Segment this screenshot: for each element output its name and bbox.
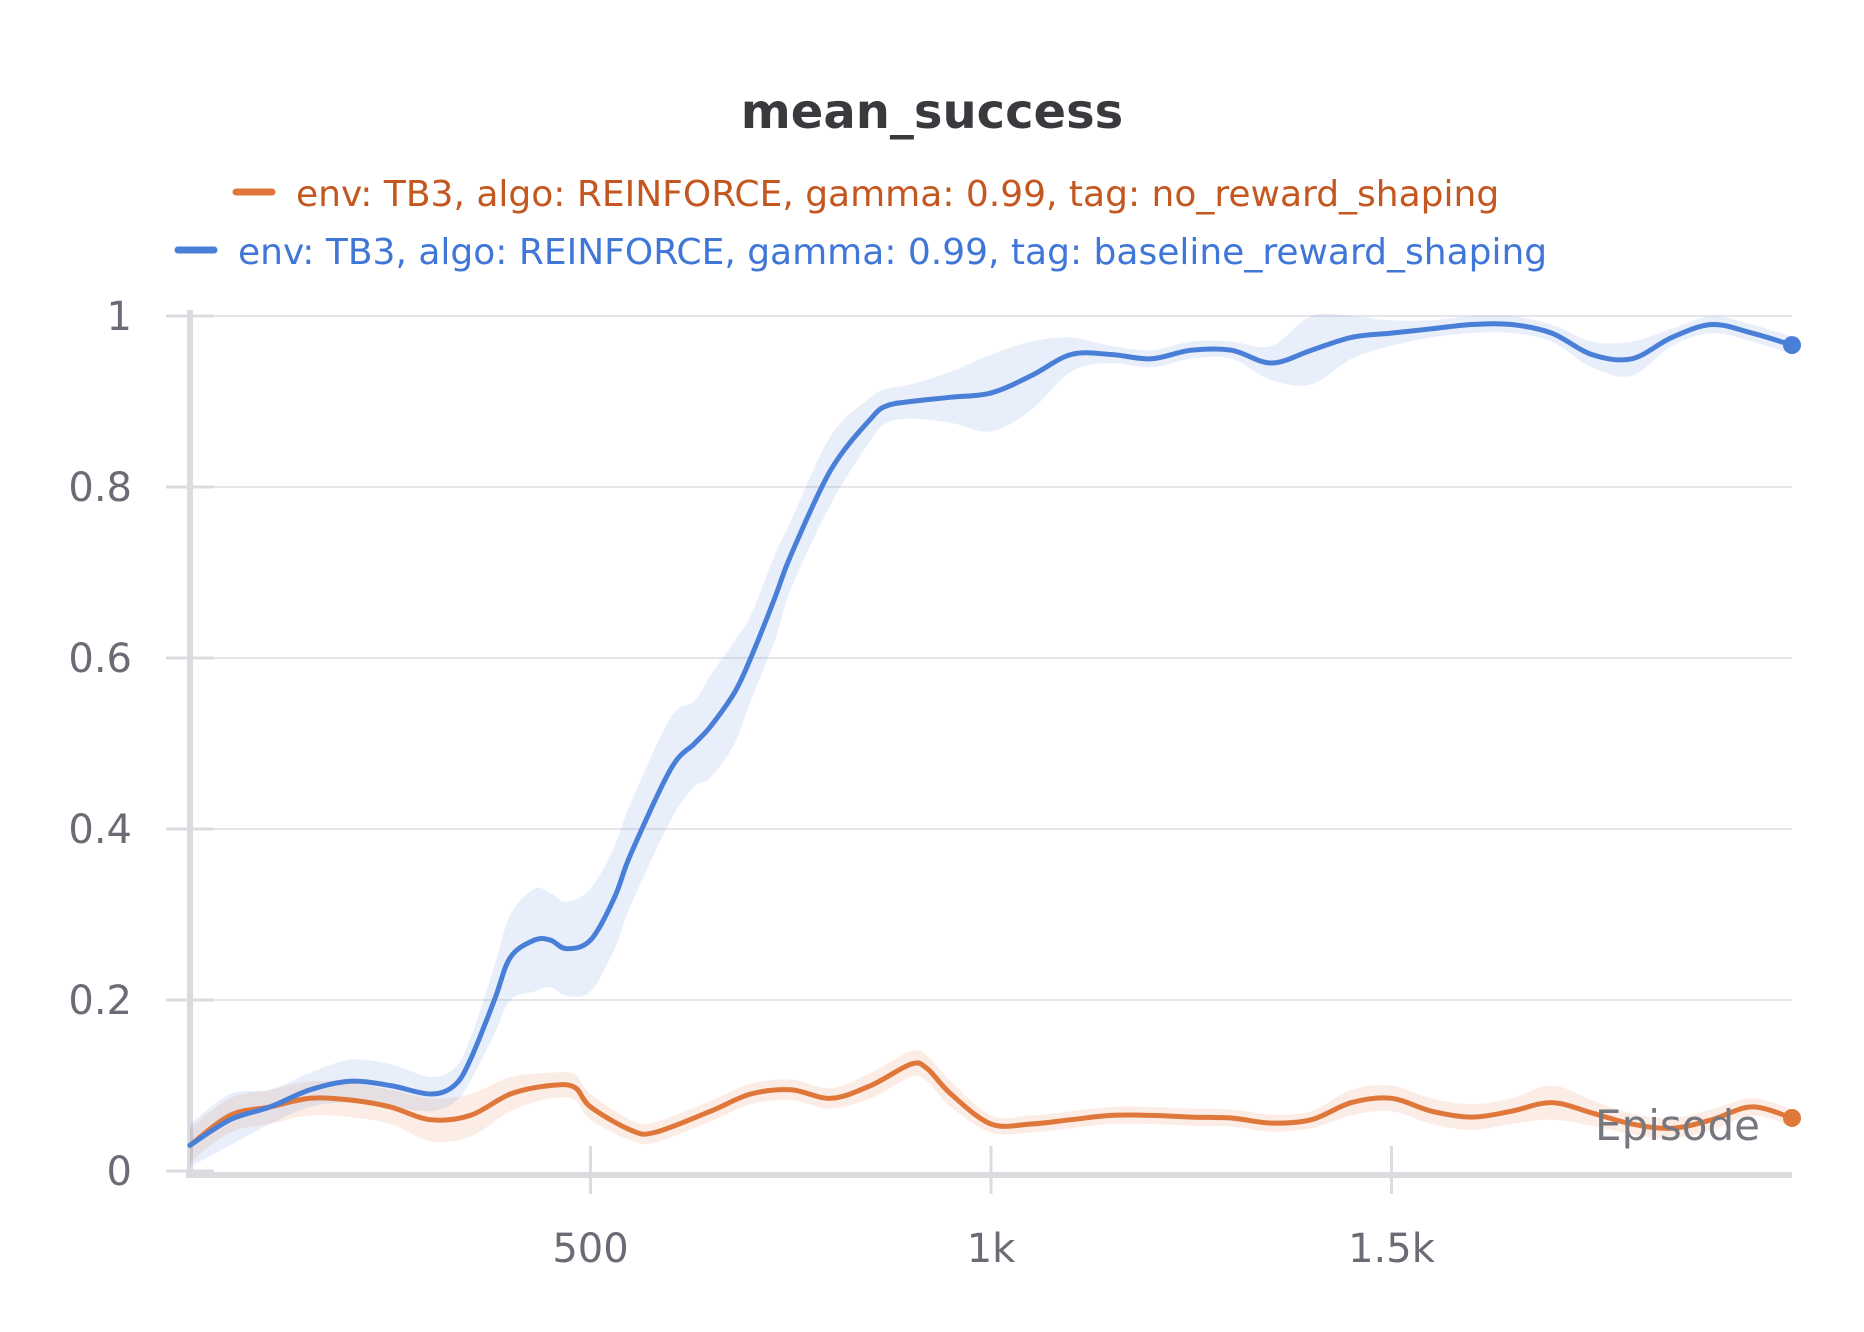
legend-item-baseline-reward-shaping[interactable]: env: TB3, algo: REINFORCE, gamma: 0.99, … [174, 232, 1547, 273]
line-no-reward-shaping[interactable] [187, 1060, 1795, 1148]
legend-item-no-reward-shaping[interactable]: env: TB3, algo: REINFORCE, gamma: 0.99, … [232, 174, 1499, 215]
end-marker-baseline-reward-shaping[interactable] [1783, 336, 1801, 355]
legend-label-no-reward-shaping: env: TB3, algo: REINFORCE, gamma: 0.99, … [296, 174, 1499, 215]
legend: env: TB3, algo: REINFORCE, gamma: 0.99, … [174, 174, 1547, 273]
x-tick-label: 500 [552, 1226, 628, 1272]
end-marker-no-reward-shaping[interactable] [1783, 1108, 1801, 1127]
y-tick-label: 0 [107, 1149, 132, 1195]
chart-title: mean_success [741, 84, 1123, 140]
band-baseline-reward-shaping [190, 313, 1792, 1167]
confidence-bands [190, 313, 1792, 1167]
legend-label-baseline-reward-shaping: env: TB3, algo: REINFORCE, gamma: 0.99, … [238, 232, 1547, 273]
y-tick-label: 1 [107, 294, 132, 340]
axes [166, 310, 1792, 1194]
y-tick-label: 0.8 [68, 465, 132, 511]
x-tick-label: 1k [967, 1226, 1016, 1272]
line-baseline-reward-shaping[interactable] [187, 321, 1795, 1148]
x-tick-label: 1.5k [1348, 1226, 1436, 1272]
y-tick-label: 0.2 [68, 978, 132, 1024]
grid [190, 315, 1792, 1001]
y-tick-label: 0.4 [68, 807, 132, 853]
y-tick-label: 0.6 [68, 636, 132, 682]
series-lines [187, 321, 1801, 1148]
band-no-reward-shaping [190, 1050, 1792, 1163]
x-axis-label: Episode [1595, 1101, 1760, 1150]
tick-labels: 0 0.2 0.4 0.6 0.8 1 500 1k 1.5k [68, 294, 1435, 1272]
